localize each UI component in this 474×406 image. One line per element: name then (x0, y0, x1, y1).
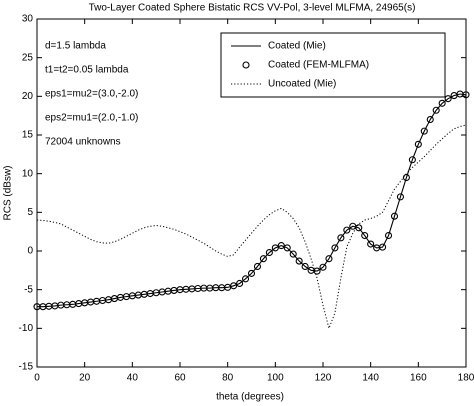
series-line (37, 93, 466, 308)
series-marker (241, 275, 250, 283)
y-tick-label: 0 (27, 246, 33, 257)
series-marker (325, 255, 333, 263)
series-marker (337, 234, 345, 242)
series-marker (390, 212, 399, 220)
series-marker (271, 244, 279, 252)
y-tick-label: -10 (19, 323, 34, 334)
y-tick-label: 5 (27, 207, 33, 218)
legend-label: Coated (Mie) (268, 41, 326, 52)
x-tick-label: 140 (362, 373, 379, 384)
series-marker (432, 106, 440, 114)
series-marker (259, 255, 267, 263)
series-marker (295, 257, 303, 265)
annotation: t1=t2=0.05 lambda (45, 65, 129, 76)
x-tick-label: 160 (410, 373, 427, 384)
series-line (37, 124, 466, 330)
annotation: d=1.5 lambda (45, 41, 106, 52)
series-marker (361, 231, 369, 240)
x-tick-label: 60 (174, 373, 186, 384)
x-axis-label: theta (degrees) (216, 392, 284, 403)
series-marker (384, 231, 393, 240)
series-marker (247, 269, 256, 277)
y-tick-label: -5 (24, 284, 33, 295)
x-tick-label: 0 (34, 373, 40, 384)
series-marker (408, 156, 416, 164)
series-marker (253, 262, 262, 271)
series-marker (277, 242, 285, 250)
series-marker (331, 244, 339, 252)
series-marker (420, 127, 428, 135)
series-marker (283, 244, 291, 252)
series-marker (444, 95, 452, 103)
legend-label: Coated (FEM-MLFMA) (268, 60, 369, 71)
x-tick-label: 40 (127, 373, 139, 384)
y-tick-label: 25 (22, 52, 34, 63)
x-tick-label: 180 (458, 373, 474, 384)
chart-title: Two-Layer Coated Sphere Bistatic RCS VV-… (89, 3, 416, 14)
series-marker (438, 99, 446, 107)
series-marker (426, 115, 434, 124)
series-marker (319, 263, 327, 271)
x-tick-label: 80 (222, 373, 234, 384)
plot-frame (36, 18, 467, 368)
x-tick-label: 20 (79, 373, 91, 384)
series-marker (230, 282, 238, 290)
x-tick-label: 120 (315, 373, 332, 384)
annotation: eps1=mu2=(3.0,-2.0) (45, 89, 138, 100)
y-tick-label: 10 (22, 168, 34, 179)
y-tick-label: 15 (22, 130, 34, 141)
series-marker (236, 279, 244, 288)
series-marker (379, 243, 387, 251)
legend-box (220, 32, 446, 98)
series-marker (402, 173, 410, 182)
series-marker (313, 267, 321, 275)
series-marker (343, 226, 351, 234)
y-tick-label: -15 (19, 362, 34, 373)
series-marker (265, 248, 273, 257)
annotation: 72004 unknowns (45, 137, 121, 148)
legend-sample (242, 61, 250, 69)
series-marker (289, 250, 297, 258)
series-marker (367, 240, 375, 248)
series-marker (396, 193, 405, 201)
y-tick-label: 20 (22, 91, 34, 102)
annotation: eps2=mu1=(2.0,-1.0) (45, 113, 138, 124)
legend-label: Uncoated (Mie) (268, 79, 336, 90)
y-axis-label: RCS (dBsw) (3, 165, 14, 220)
y-tick-label: 30 (22, 14, 34, 25)
series-marker (462, 91, 470, 99)
x-tick-label: 100 (267, 373, 284, 384)
series-marker (414, 140, 422, 148)
series-marker (301, 262, 309, 271)
